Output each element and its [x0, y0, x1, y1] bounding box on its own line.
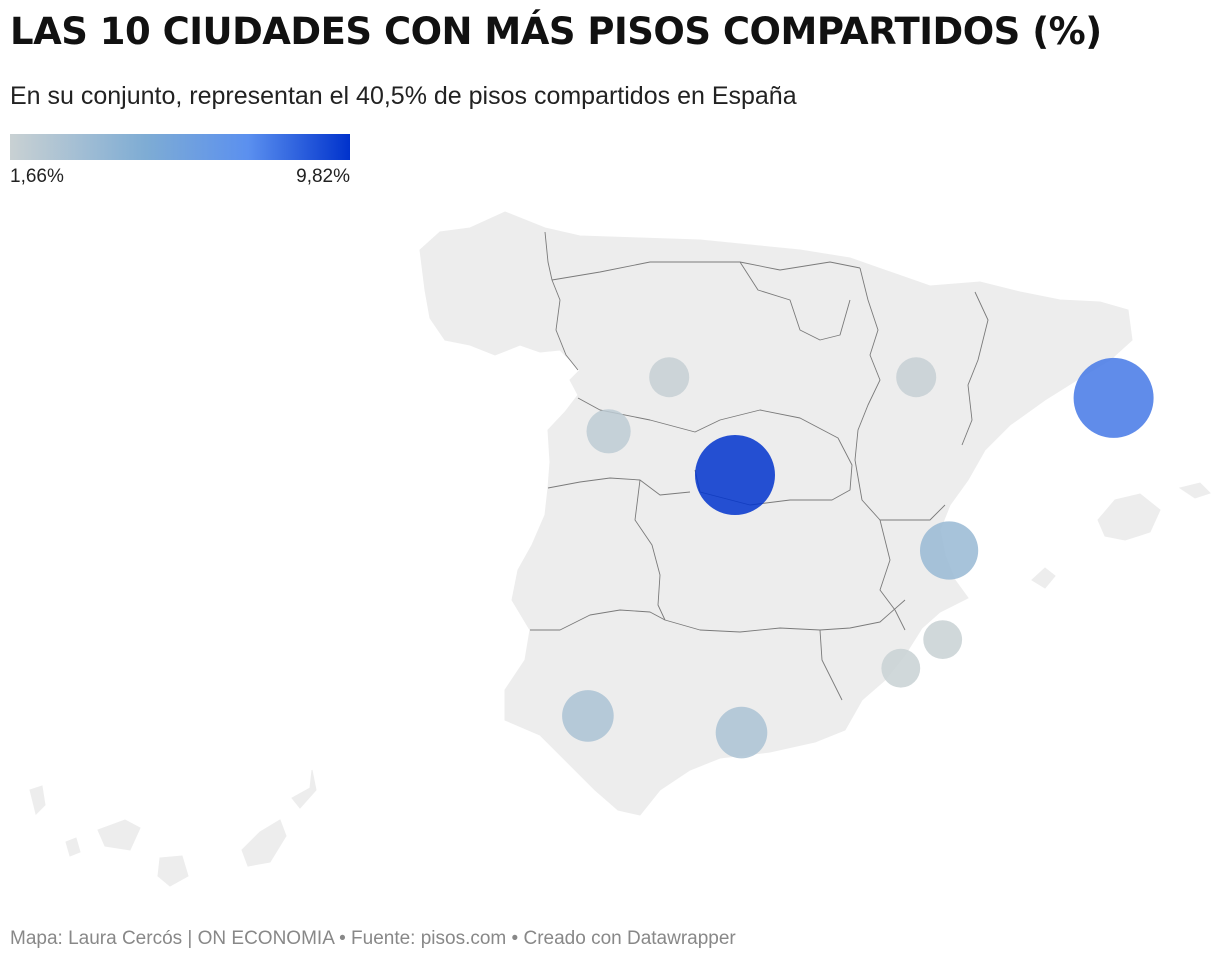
canary-island-4	[157, 855, 189, 887]
canary-island-5	[241, 819, 287, 867]
map-title: LAS 10 CIUDADES CON MÁS PISOS COMPARTIDO…	[10, 10, 1102, 53]
city-circle-granada[interactable]	[715, 706, 768, 759]
canary-island-6	[291, 769, 317, 809]
ibiza-shape	[1031, 567, 1056, 589]
city-circle-valencia[interactable]	[920, 521, 979, 580]
city-circle-barcelona[interactable]	[1073, 357, 1154, 438]
peninsula-shape	[419, 211, 1133, 816]
spain-map	[29, 211, 1211, 887]
land	[29, 211, 1211, 887]
canary-island-3	[97, 819, 141, 851]
map-footer: Mapa: Laura Cercós | ON ECONOMIA • Fuent…	[10, 928, 736, 949]
city-circle-sevilla[interactable]	[562, 690, 614, 742]
legend-min-label: 1,66%	[10, 166, 64, 187]
legend-max-label: 9,82%	[296, 166, 350, 187]
city-circle-murcia[interactable]	[881, 648, 921, 688]
city-circles	[562, 357, 1154, 759]
city-circle-salamanca[interactable]	[586, 409, 631, 454]
legend-gradient-bar	[10, 134, 350, 160]
canary-island-1	[29, 785, 46, 815]
city-circle-valladolid[interactable]	[649, 357, 690, 398]
city-circle-madrid[interactable]	[695, 435, 775, 515]
color-legend: 1,66% 9,82%	[10, 134, 350, 188]
region-borders	[530, 231, 989, 701]
city-circle-alicante[interactable]	[923, 620, 963, 659]
menorca-shape	[1178, 482, 1211, 499]
mallorca-shape	[1097, 493, 1161, 541]
map-subtitle: En su conjunto, representan el 40,5% de …	[10, 82, 797, 110]
city-circle-zaragoza[interactable]	[896, 357, 937, 398]
canary-island-2	[65, 837, 81, 857]
